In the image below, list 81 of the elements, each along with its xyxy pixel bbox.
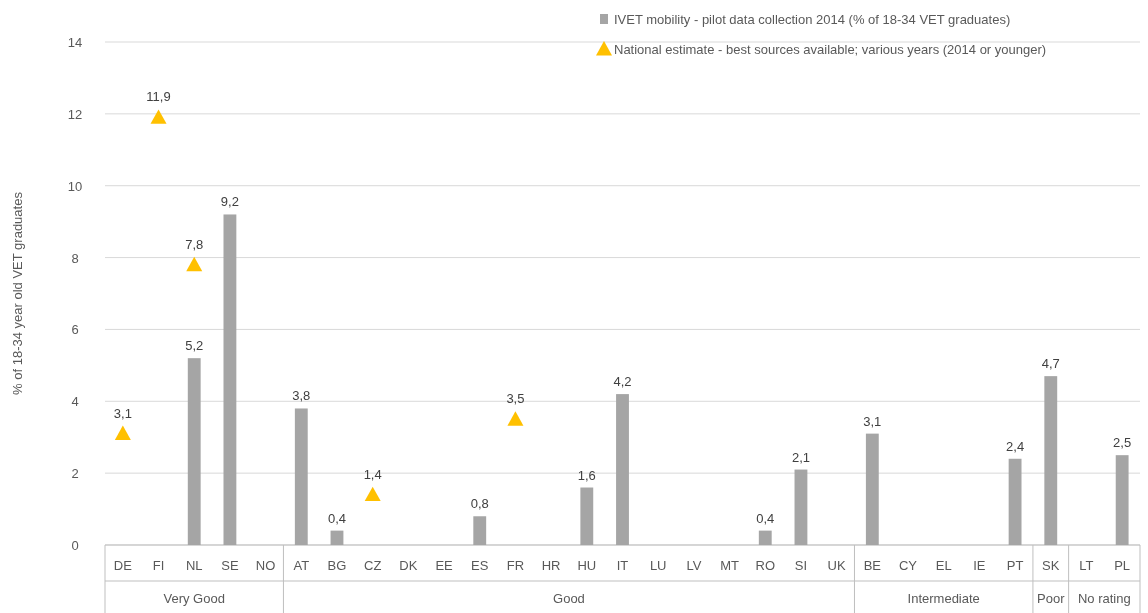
data-label: 1,6 bbox=[577, 467, 596, 483]
y-tick-label: 10 bbox=[67, 178, 83, 194]
bar bbox=[865, 433, 879, 545]
x-tick-label: IT bbox=[616, 558, 629, 573]
x-tick-label: AT bbox=[293, 558, 310, 573]
text: Very Good bbox=[163, 591, 225, 606]
bar bbox=[1115, 455, 1129, 545]
x-tick-label: MT bbox=[720, 558, 740, 573]
x-tick-label: LU bbox=[649, 558, 667, 573]
y-tick-label: 2 bbox=[71, 466, 79, 482]
y-tick-label: 4 bbox=[71, 394, 79, 410]
data-label: 0,8 bbox=[470, 496, 489, 512]
x-tick-label: IE bbox=[973, 558, 986, 573]
x-tick-label: PT bbox=[1006, 558, 1024, 573]
data-label: 2,4 bbox=[1006, 438, 1025, 454]
point bbox=[150, 109, 167, 124]
bar bbox=[616, 394, 629, 545]
data-label: 4,2 bbox=[613, 374, 632, 390]
data-label: 9,2 bbox=[220, 194, 239, 210]
point bbox=[114, 425, 131, 441]
x-tick-label: FR bbox=[506, 558, 525, 573]
data-label: 3,1 bbox=[113, 405, 132, 421]
data-label: 2,1 bbox=[791, 449, 810, 465]
legend-label: IVET mobility - pilot data collection 2014 (% of 18-34 VET graduates) bbox=[614, 12, 1011, 27]
bar bbox=[1044, 376, 1058, 545]
x-tick-label: LV bbox=[686, 558, 702, 573]
bar bbox=[187, 358, 201, 545]
y-tick-label: 8 bbox=[71, 250, 79, 266]
x-tick-label: ES bbox=[471, 558, 489, 573]
x-tick-label: SI bbox=[794, 558, 808, 573]
x-tick-label: NO bbox=[255, 558, 276, 573]
x-tick-label: RO bbox=[755, 558, 776, 573]
x-tick-label: FI bbox=[152, 558, 165, 573]
x-tick-label: PL bbox=[1114, 558, 1131, 573]
point bbox=[186, 256, 203, 272]
y-tick-label: 12 bbox=[67, 106, 83, 122]
x-tick-label: DK bbox=[399, 558, 418, 573]
bar bbox=[473, 516, 487, 545]
data-label: 3,5 bbox=[506, 391, 525, 407]
x-tick-label: EE bbox=[435, 558, 454, 573]
data-label: 3,1 bbox=[863, 413, 882, 429]
x-tick-label: CZ bbox=[364, 558, 382, 573]
data-label: 7,8 bbox=[185, 236, 204, 252]
bar bbox=[1008, 458, 1022, 545]
x-tick-label: SE bbox=[221, 558, 239, 573]
data-label: 11,9 bbox=[146, 89, 171, 105]
x-tick-label: UK bbox=[827, 558, 846, 573]
bar bbox=[758, 530, 772, 545]
data-label: 4,7 bbox=[1041, 356, 1060, 372]
text: No rating bbox=[1077, 591, 1131, 606]
x-tick-label: HU bbox=[577, 558, 597, 573]
data-label: 3,8 bbox=[292, 388, 311, 404]
x-tick-label: LT bbox=[1079, 558, 1094, 573]
x-tick-label: NL bbox=[185, 558, 203, 573]
bar bbox=[794, 469, 808, 545]
x-tick-label: BG bbox=[327, 558, 347, 573]
point bbox=[507, 411, 524, 426]
y-tick-label: 14 bbox=[67, 35, 83, 50]
data-label: 0,4 bbox=[756, 510, 775, 526]
x-tick-label: SK bbox=[1042, 558, 1060, 573]
x-tick-label: BE bbox=[863, 558, 882, 573]
text: Intermediate bbox=[907, 591, 980, 606]
data-label: 1,4 bbox=[363, 466, 382, 482]
y-tick-label: 6 bbox=[71, 322, 79, 338]
x-tick-label: CY bbox=[898, 558, 918, 573]
y-axis-title: % of 18-34 year old VET graduates bbox=[10, 191, 25, 395]
data-label: 5,2 bbox=[185, 338, 204, 354]
y-tick-label: 0 bbox=[71, 538, 79, 553]
bar bbox=[294, 408, 308, 545]
x-tick-label: HR bbox=[541, 558, 561, 573]
bar bbox=[580, 487, 594, 545]
text: Good bbox=[553, 591, 585, 606]
point bbox=[364, 486, 381, 502]
data-label: 2,5 bbox=[1113, 435, 1132, 451]
x-tick-label: EL bbox=[935, 558, 952, 573]
legend-label: National estimate - best sources available; various years (2014 or younger) bbox=[614, 42, 1047, 57]
bar bbox=[223, 214, 237, 545]
bar bbox=[330, 530, 344, 545]
x-tick-label: DE bbox=[113, 558, 133, 573]
data-label: 0,4 bbox=[327, 510, 347, 526]
text: Poor bbox=[1037, 591, 1066, 606]
